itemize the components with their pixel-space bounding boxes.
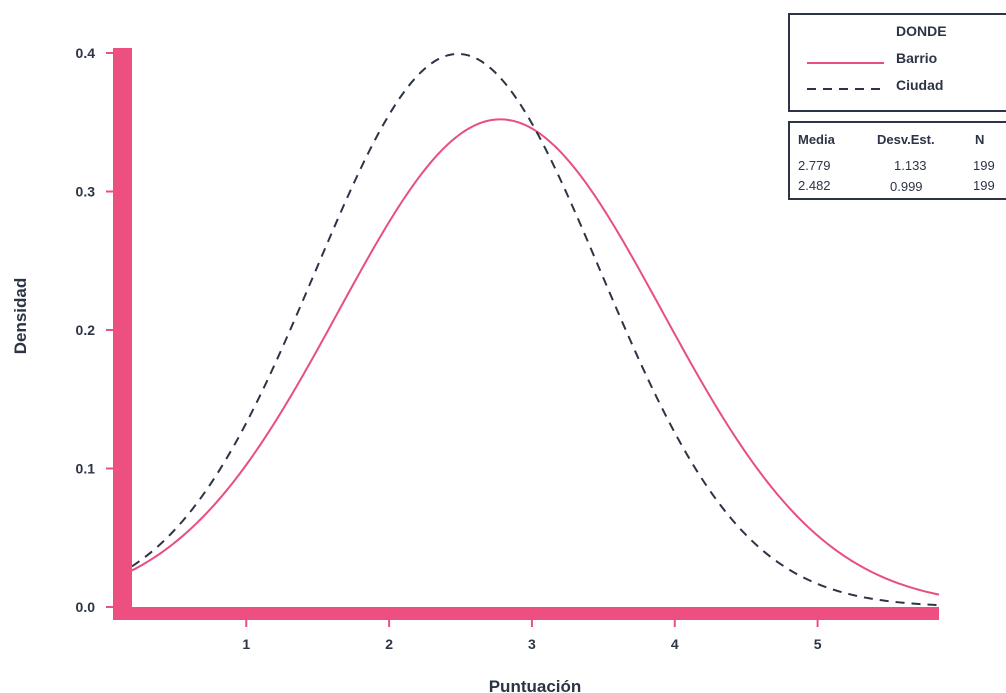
x-axis-line [113, 607, 939, 620]
stats-row-1-media: 2.779 [798, 158, 831, 173]
stats-header-n: N [975, 132, 984, 147]
x-tick-label: 4 [671, 636, 679, 652]
stats-row-2-desv-est: 0.999 [890, 179, 923, 194]
x-axis-title: Puntuación [489, 677, 582, 693]
y-tick-label: 0.0 [76, 599, 96, 615]
stats-header-media: Media [798, 132, 836, 147]
x-axis-ticks: 1 2 3 4 5 [242, 620, 822, 652]
y-tick-label: 0.2 [76, 322, 96, 338]
x-tick-label: 1 [242, 636, 250, 652]
x-tick-label: 5 [814, 636, 822, 652]
legend-label-barrio: Barrio [896, 50, 937, 66]
series-curves [131, 52, 940, 607]
y-tick-label: 0.3 [76, 184, 96, 200]
y-tick-label: 0.4 [76, 45, 96, 61]
stats-header-desv-est: Desv.Est. [877, 132, 935, 147]
stats-row-2-n: 199 [973, 178, 995, 193]
y-axis-ticks: 0.0 0.1 0.2 0.3 0.4 [76, 45, 113, 615]
y-axis-title: Densidad [11, 278, 30, 355]
stats-row-1-desv-est: 1.133 [894, 158, 927, 173]
x-tick-label: 2 [385, 636, 393, 652]
legend-label-ciudad: Ciudad [896, 77, 943, 93]
stats-row-2-media: 2.482 [798, 178, 831, 193]
stats-row-1-n: 199 [973, 158, 995, 173]
y-tick-label: 0.1 [76, 461, 96, 477]
density-curve-barrio [131, 118, 940, 596]
stats-table: Media Desv.Est. N 2.779 1.133 199 2.482 … [788, 121, 1006, 200]
stats-table-frame [788, 121, 1006, 200]
legend-title: DONDE [896, 23, 947, 39]
density-curve-ciudad [131, 52, 940, 607]
y-axis-line [113, 48, 132, 620]
x-tick-label: 3 [528, 636, 536, 652]
legend: DONDE Barrio Ciudad [788, 13, 1006, 112]
